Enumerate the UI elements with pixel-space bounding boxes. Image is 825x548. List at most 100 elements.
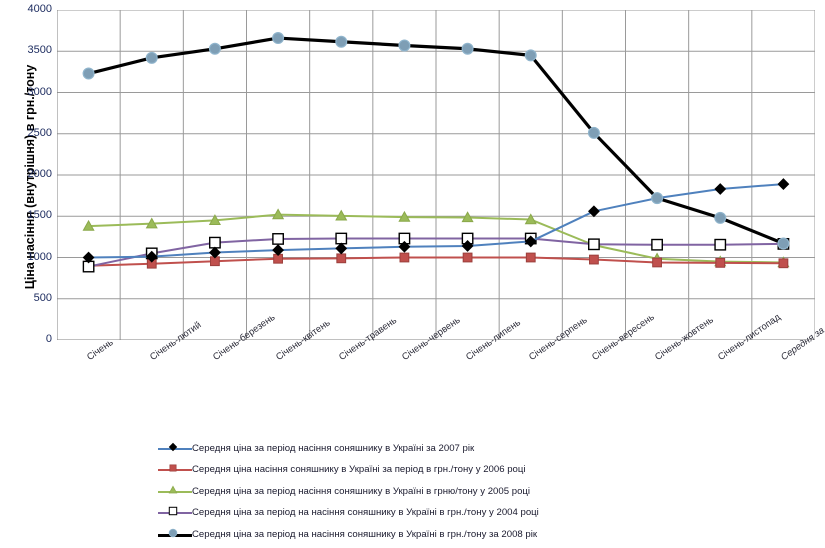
- plot-area: [57, 10, 815, 340]
- marker-open-square: [588, 238, 600, 251]
- y-tick-label: 3500: [27, 44, 52, 57]
- y-tick-label: 3000: [27, 85, 52, 98]
- data-point-marker: [208, 42, 221, 55]
- series-line-2007: [87, 183, 785, 259]
- marker-open-square: [168, 507, 178, 516]
- legend-item[interactable]: Середня ціна за період насіння соняшнику…: [158, 438, 718, 460]
- marker-triangle: [208, 214, 221, 226]
- y-tick-label: 1500: [27, 209, 52, 222]
- legend-item[interactable]: Середня ціна насіння соняшнику в Україні…: [158, 460, 718, 482]
- series-line-2006: [87, 256, 785, 267]
- legend-item[interactable]: Середня ціна за період насіння соняшнику…: [158, 481, 718, 503]
- data-point-marker: [652, 257, 662, 268]
- marker-circle: [714, 211, 727, 224]
- marker-triangle: [524, 213, 537, 225]
- data-point-marker: [335, 232, 348, 245]
- data-point-marker: [587, 126, 600, 139]
- marker-triangle: [82, 219, 95, 231]
- marker-circle: [208, 42, 221, 55]
- marker-circle: [651, 192, 664, 205]
- data-point-marker: [272, 208, 285, 220]
- data-point-marker: [589, 254, 599, 265]
- data-point-marker: [398, 39, 411, 52]
- marker-diamond: [82, 251, 95, 264]
- data-point-marker: [588, 205, 600, 218]
- data-point-marker: [461, 211, 474, 223]
- marker-open-square: [714, 238, 727, 251]
- legend-label: Середня ціна за період насіння соняшнику…: [192, 442, 475, 454]
- data-point-marker: [82, 251, 95, 264]
- y-tick-label: 2500: [27, 126, 52, 139]
- series-2007: [82, 178, 790, 264]
- data-point-marker: [524, 235, 537, 248]
- data-point-marker: [651, 238, 663, 251]
- data-point-marker: [145, 250, 158, 263]
- marker-diamond: [777, 178, 790, 190]
- data-point-marker: [169, 464, 177, 472]
- marker-square: [715, 257, 726, 268]
- data-point-marker: [777, 178, 790, 190]
- legend-label: Середня ціна насіння соняшнику в Україні…: [192, 464, 526, 476]
- marker-circle: [168, 528, 178, 538]
- data-point-marker: [525, 252, 536, 263]
- data-point-marker: [208, 214, 221, 226]
- marker-triangle: [272, 208, 285, 220]
- data-point-marker: [651, 192, 664, 205]
- data-point-marker: [588, 238, 600, 251]
- series-line-2005: [87, 213, 785, 264]
- data-point-marker: [398, 240, 411, 253]
- marker-open-square: [651, 238, 663, 251]
- marker-triangle: [168, 485, 178, 494]
- marker-open-square: [335, 232, 348, 245]
- marker-diamond: [272, 244, 284, 256]
- marker-diamond: [398, 240, 411, 253]
- marker-diamond: [524, 235, 537, 248]
- marker-circle: [272, 32, 285, 45]
- marker-circle: [587, 126, 600, 139]
- marker-square: [652, 257, 662, 268]
- y-tick-label: 4000: [27, 3, 52, 15]
- data-point-marker: [168, 507, 178, 516]
- data-point-marker: [714, 211, 727, 224]
- marker-square: [462, 252, 473, 263]
- data-point-marker: [272, 32, 285, 45]
- series-line-2008: [86, 36, 786, 246]
- y-tick-label: 2000: [27, 168, 52, 180]
- marker-diamond: [209, 246, 221, 259]
- legend-marker-square-icon: [169, 464, 177, 472]
- marker-square: [525, 252, 536, 263]
- data-point-marker: [168, 485, 178, 494]
- marker-square: [589, 254, 599, 265]
- legend-marker-circle-icon: [168, 528, 178, 538]
- legend-marker: [158, 528, 192, 542]
- y-tick-label: 0: [45, 333, 52, 345]
- marker-diamond: [588, 205, 600, 218]
- series-line-2004: [87, 237, 785, 268]
- y-tick-label: 1000: [27, 250, 52, 263]
- marker-diamond: [335, 242, 348, 255]
- marker-circle: [145, 51, 158, 64]
- legend-marker: [158, 485, 192, 499]
- data-point-marker: [145, 217, 158, 229]
- legend-marker-open-square-icon: [168, 507, 178, 516]
- data-point-marker: [335, 242, 348, 255]
- data-point-marker: [524, 213, 537, 225]
- legend-marker-diamond-icon: [168, 442, 178, 451]
- legend-item[interactable]: Середня ціна за період на насіння соняшн…: [158, 503, 718, 525]
- legend-item[interactable]: Середня ціна за період на насіння соняшн…: [158, 524, 718, 546]
- marker-triangle: [461, 211, 474, 223]
- marker-triangle: [145, 217, 158, 229]
- data-point-marker: [209, 236, 221, 249]
- marker-diamond: [168, 442, 178, 451]
- data-point-marker: [272, 244, 284, 256]
- y-axis-tick-labels: 4000 3500 3000 2500 2000 1500 1000 500 0: [0, 0, 52, 350]
- marker-diamond: [461, 240, 474, 252]
- marker-circle: [398, 39, 411, 52]
- marker-triangle: [398, 210, 411, 222]
- data-point-marker: [462, 252, 473, 263]
- marker-square: [336, 253, 347, 264]
- data-point-marker: [461, 240, 474, 252]
- data-point-marker: [714, 238, 727, 251]
- data-point-marker: [209, 246, 221, 259]
